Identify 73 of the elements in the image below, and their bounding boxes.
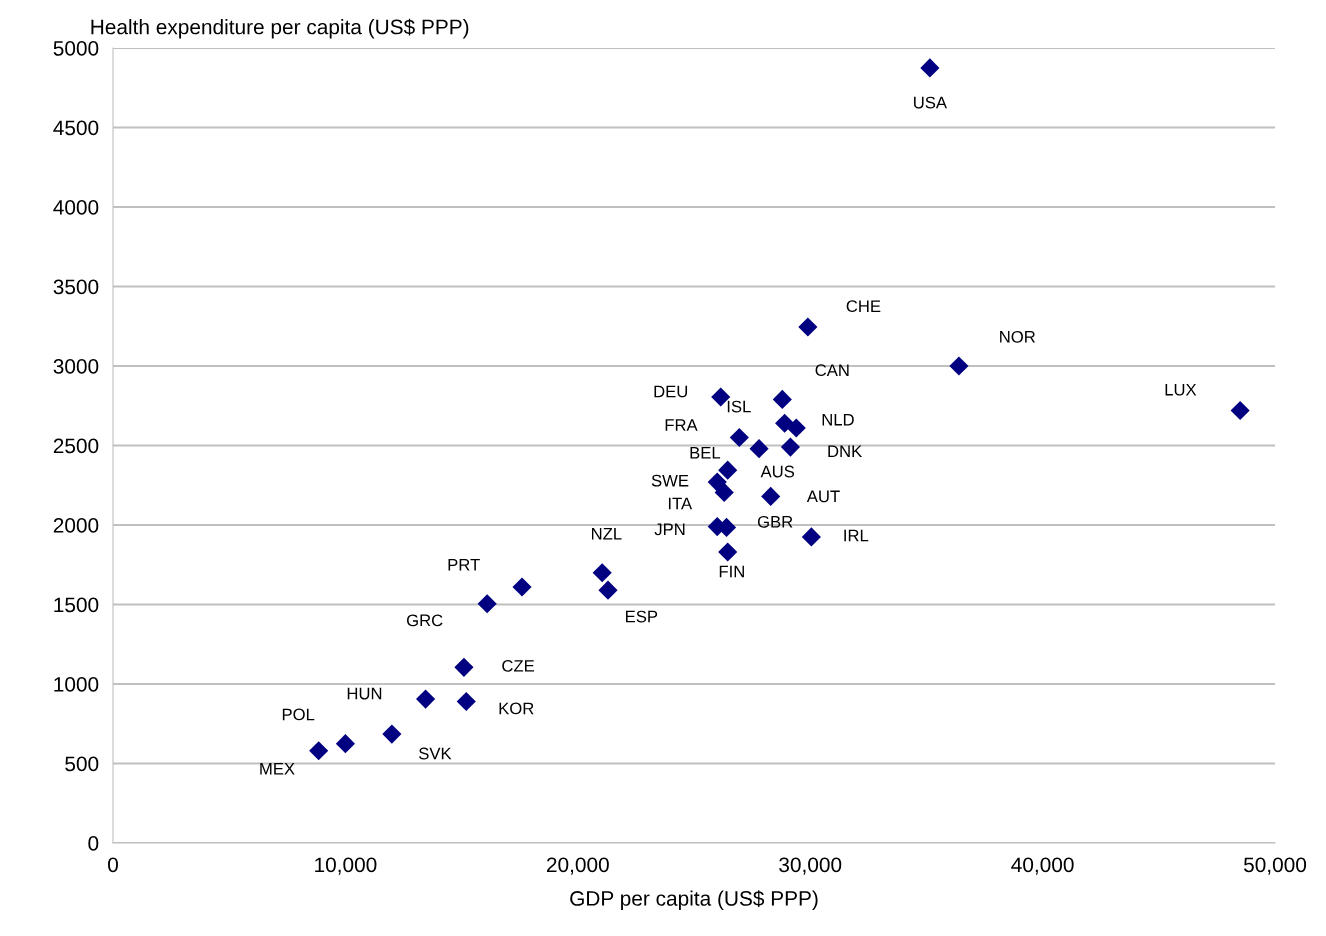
annotation: KOR: [499, 702, 534, 715]
annotation: AUS: [760, 465, 795, 478]
annotation: GBR: [757, 515, 793, 528]
annotation: USA: [914, 96, 947, 109]
point: [382, 724, 402, 744]
annotation: MEX: [260, 763, 295, 775]
point: [714, 482, 734, 502]
x-tick-label: 10,000: [315, 857, 377, 875]
annotation: AUT: [806, 490, 840, 503]
annotation: ESP: [626, 610, 658, 623]
y-tick-label: 0: [88, 836, 99, 851]
annotation: HUN: [347, 687, 382, 700]
annotation: NLD: [822, 413, 854, 426]
y-axis-title: Health expenditure per capita (US$ PPP): [91, 18, 469, 39]
y-tick-label: 2000: [53, 518, 99, 533]
y-tick-label: 500: [65, 756, 99, 772]
y-tick-label: 3500: [53, 279, 99, 295]
point: [456, 691, 476, 712]
point: [454, 657, 474, 677]
y-tick-label: 1000: [54, 677, 99, 692]
annotation: NZL: [591, 528, 622, 540]
annotation: POL: [282, 708, 315, 721]
x-tick-label: 50,000: [1243, 857, 1307, 875]
point: [949, 356, 969, 376]
point: [335, 734, 355, 754]
point: [598, 580, 618, 600]
y-tick-label: 5000: [53, 41, 99, 56]
annotation: SWE: [651, 474, 689, 487]
point: [512, 577, 532, 597]
annotation: DEU: [654, 385, 688, 398]
annotation: JPN: [654, 523, 685, 536]
point: [707, 472, 727, 492]
y-tick-label: 4500: [53, 120, 99, 136]
annotation: PRT: [448, 559, 480, 571]
annotation: ISL: [727, 400, 751, 413]
annotation: GRC: [406, 614, 443, 627]
point: [309, 741, 329, 761]
point: [1230, 400, 1250, 421]
point: [718, 542, 738, 562]
point: [416, 689, 436, 709]
y-tick-label: 2500: [53, 438, 99, 454]
point: [798, 317, 818, 337]
point: [920, 58, 940, 78]
point: [786, 418, 806, 438]
annotation: SVK: [419, 747, 452, 760]
point: [477, 594, 497, 614]
x-tick-label: 0: [108, 857, 118, 873]
annotation: DNK: [828, 445, 863, 457]
annotation: FRA: [665, 419, 698, 431]
point: [801, 527, 821, 547]
point: [772, 389, 792, 409]
point: [592, 563, 612, 583]
point: [761, 486, 781, 506]
y-tick-label: 1500: [54, 597, 99, 613]
y-tick-label: 3000: [53, 359, 99, 374]
annotation: CZE: [502, 659, 535, 672]
point: [780, 437, 801, 457]
annotation: CHE: [846, 300, 881, 313]
annotation: FIN: [719, 565, 744, 578]
x-tick-label: 40,000: [1011, 857, 1074, 875]
point: [718, 460, 738, 480]
annotation: BEL: [690, 447, 721, 459]
annotation: IRL: [844, 529, 869, 542]
point: [749, 439, 769, 459]
x-tick-label: 20,000: [546, 857, 609, 875]
annotation: CAN: [815, 364, 849, 377]
annotation: LUX: [1165, 383, 1197, 396]
annotation: ITA: [668, 497, 693, 510]
annotation: NOR: [1000, 330, 1036, 343]
x-axis-title: GDP per capita (US$ PPP): [570, 890, 818, 910]
y-tick-label: 4000: [53, 200, 99, 215]
x-tick-label: 30,000: [779, 857, 842, 875]
point: [729, 427, 749, 448]
